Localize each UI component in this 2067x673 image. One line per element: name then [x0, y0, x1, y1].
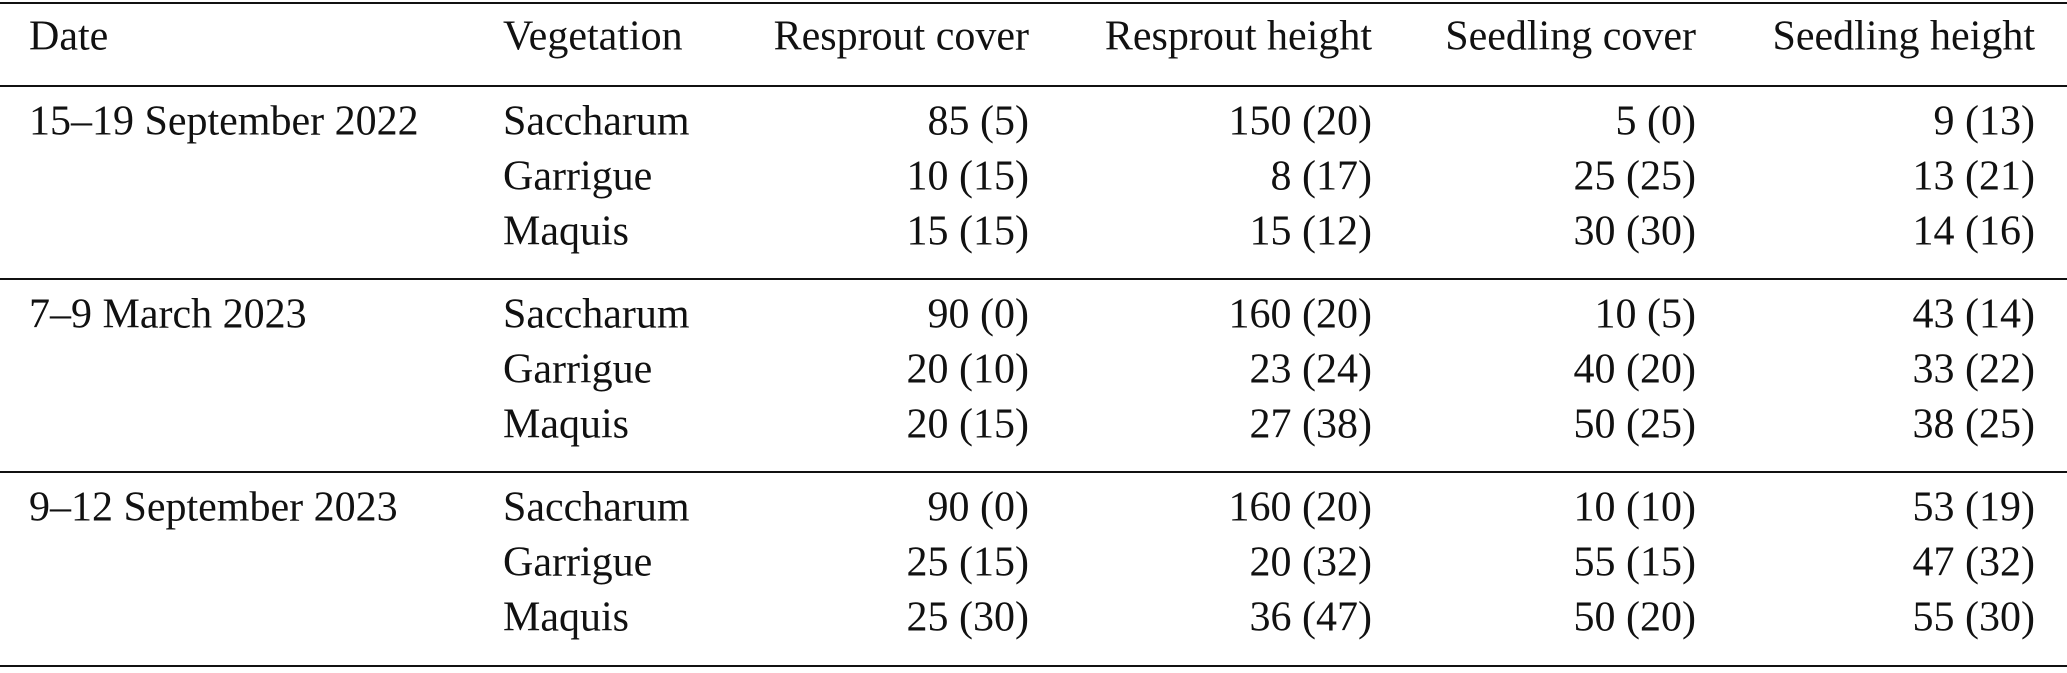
vegetation-cell: Maquis — [503, 402, 629, 448]
value-cell: 160 (20) — [1229, 292, 1372, 338]
value-cell: 40 (20) — [1574, 347, 1696, 393]
value-cell: 27 (38) — [1250, 402, 1372, 448]
value-cell: 55 (30) — [1913, 595, 2035, 641]
value-cell: 38 (25) — [1913, 402, 2035, 448]
value-cell: 33 (22) — [1913, 347, 2035, 393]
vegetation-cell: Garrigue — [503, 540, 652, 586]
value-cell: 150 (20) — [1229, 99, 1372, 145]
column-header: Resprout height — [1105, 14, 1372, 60]
value-cell: 8 (17) — [1271, 154, 1372, 200]
value-cell: 30 (30) — [1574, 209, 1696, 255]
date-cell: 9–12 September 2023 — [29, 485, 398, 531]
value-cell: 25 (25) — [1574, 154, 1696, 200]
value-cell: 25 (30) — [907, 595, 1029, 641]
value-cell: 50 (20) — [1574, 595, 1696, 641]
value-cell: 20 (10) — [907, 347, 1029, 393]
column-header: Vegetation — [503, 14, 683, 60]
value-cell: 15 (15) — [907, 209, 1029, 255]
column-header: Date — [29, 14, 108, 60]
value-cell: 43 (14) — [1913, 292, 2035, 338]
value-cell: 36 (47) — [1250, 595, 1372, 641]
vegetation-cell: Maquis — [503, 595, 629, 641]
value-cell: 90 (0) — [928, 292, 1029, 338]
date-cell: 7–9 March 2023 — [29, 292, 307, 338]
column-header: Seedling cover — [1445, 14, 1696, 60]
value-cell: 50 (25) — [1574, 402, 1696, 448]
value-cell: 15 (12) — [1250, 209, 1372, 255]
value-cell: 55 (15) — [1574, 540, 1696, 586]
value-cell: 13 (21) — [1913, 154, 2035, 200]
date-cell: 15–19 September 2022 — [29, 99, 419, 145]
value-cell: 9 (13) — [1934, 99, 2035, 145]
value-cell: 10 (5) — [1595, 292, 1696, 338]
value-cell: 160 (20) — [1229, 485, 1372, 531]
value-cell: 14 (16) — [1913, 209, 2035, 255]
vegetation-cell: Saccharum — [503, 292, 690, 338]
vegetation-cell: Garrigue — [503, 347, 652, 393]
value-cell: 10 (10) — [1574, 485, 1696, 531]
value-cell: 5 (0) — [1616, 99, 1696, 145]
value-cell: 53 (19) — [1913, 485, 2035, 531]
value-cell: 25 (15) — [907, 540, 1029, 586]
vegetation-cell: Saccharum — [503, 99, 690, 145]
value-cell: 47 (32) — [1913, 540, 2035, 586]
vegetation-cell: Maquis — [503, 209, 629, 255]
column-header: Seedling height — [1773, 14, 2036, 60]
value-cell: 23 (24) — [1250, 347, 1372, 393]
value-cell: 85 (5) — [928, 99, 1029, 145]
value-cell: 90 (0) — [928, 485, 1029, 531]
column-header: Resprout cover — [774, 14, 1029, 60]
value-cell: 20 (15) — [907, 402, 1029, 448]
vegetation-cell: Saccharum — [503, 485, 690, 531]
vegetation-cell: Garrigue — [503, 154, 652, 200]
value-cell: 10 (15) — [907, 154, 1029, 200]
value-cell: 20 (32) — [1250, 540, 1372, 586]
